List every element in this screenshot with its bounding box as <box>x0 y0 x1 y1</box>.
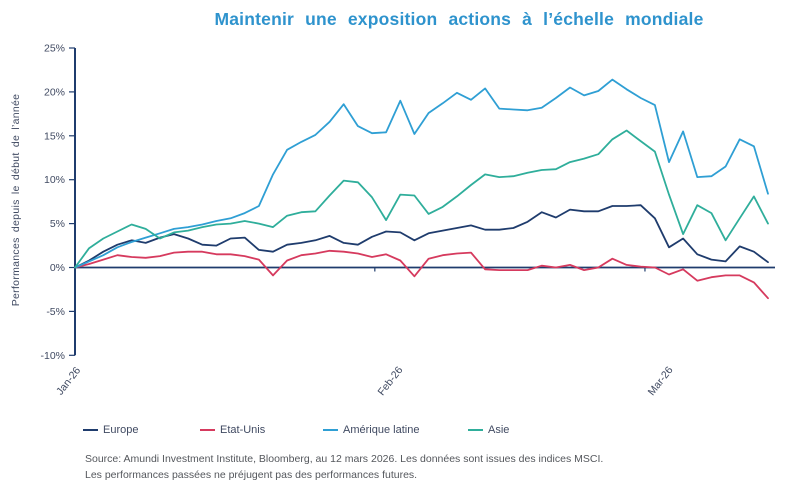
y-tick-label: 25% <box>44 43 65 55</box>
source-note: Source: Amundi Investment Institute, Blo… <box>85 452 603 483</box>
legend-item-asie: Asie <box>468 424 509 436</box>
series-line-etat-unis <box>74 249 769 300</box>
legend-swatch-asie <box>468 429 483 431</box>
y-tick-label: -10% <box>40 350 65 362</box>
series-line-europe <box>74 204 769 269</box>
legend-label-etat-unis: Etat-Unis <box>220 424 266 436</box>
legend-label-amerique-latine: Amérique latine <box>343 424 420 436</box>
legend-label-europe: Europe <box>103 424 139 436</box>
legend-item-amerique-latine: Amérique latine <box>323 424 419 436</box>
legend-swatch-etat-unis <box>200 429 215 431</box>
legend-label-asie: Asie <box>488 424 510 436</box>
legend-swatch-europe <box>83 429 98 431</box>
y-tick-label: 20% <box>44 86 65 98</box>
legend-item-europe: Europe <box>83 424 138 436</box>
y-tick-label: 15% <box>44 130 65 142</box>
series-line-amerique-latine <box>74 78 769 269</box>
source-line-2: Les performances passées ne préjugent pa… <box>85 468 418 481</box>
chart-title: Maintenir une exposition actions à l’éch… <box>214 9 704 29</box>
legend-item-etat-unis: Etat-Unis <box>200 424 265 436</box>
x-tick-label: Feb-26 <box>375 364 405 398</box>
legend-swatch-amerique-latine <box>323 429 338 431</box>
y-axis-title: Performances depuis le début de l’année <box>10 94 22 307</box>
y-tick-label: 10% <box>44 174 65 186</box>
y-tick-label: -5% <box>46 306 65 318</box>
x-tick-label: Jan-26 <box>54 365 83 398</box>
series-line-asie <box>74 129 769 269</box>
x-tick-label: Mar-26 <box>646 364 676 398</box>
y-tick-label: 0% <box>50 262 65 274</box>
line-chart: 25% 20% 15% 10% 5% 0% -5% -10% Jan-26 Feb-26 Mar-2… <box>10 43 775 398</box>
y-tick-label: 5% <box>50 218 65 230</box>
source-line-1: Source: Amundi Investment Institute, Blo… <box>85 453 604 465</box>
